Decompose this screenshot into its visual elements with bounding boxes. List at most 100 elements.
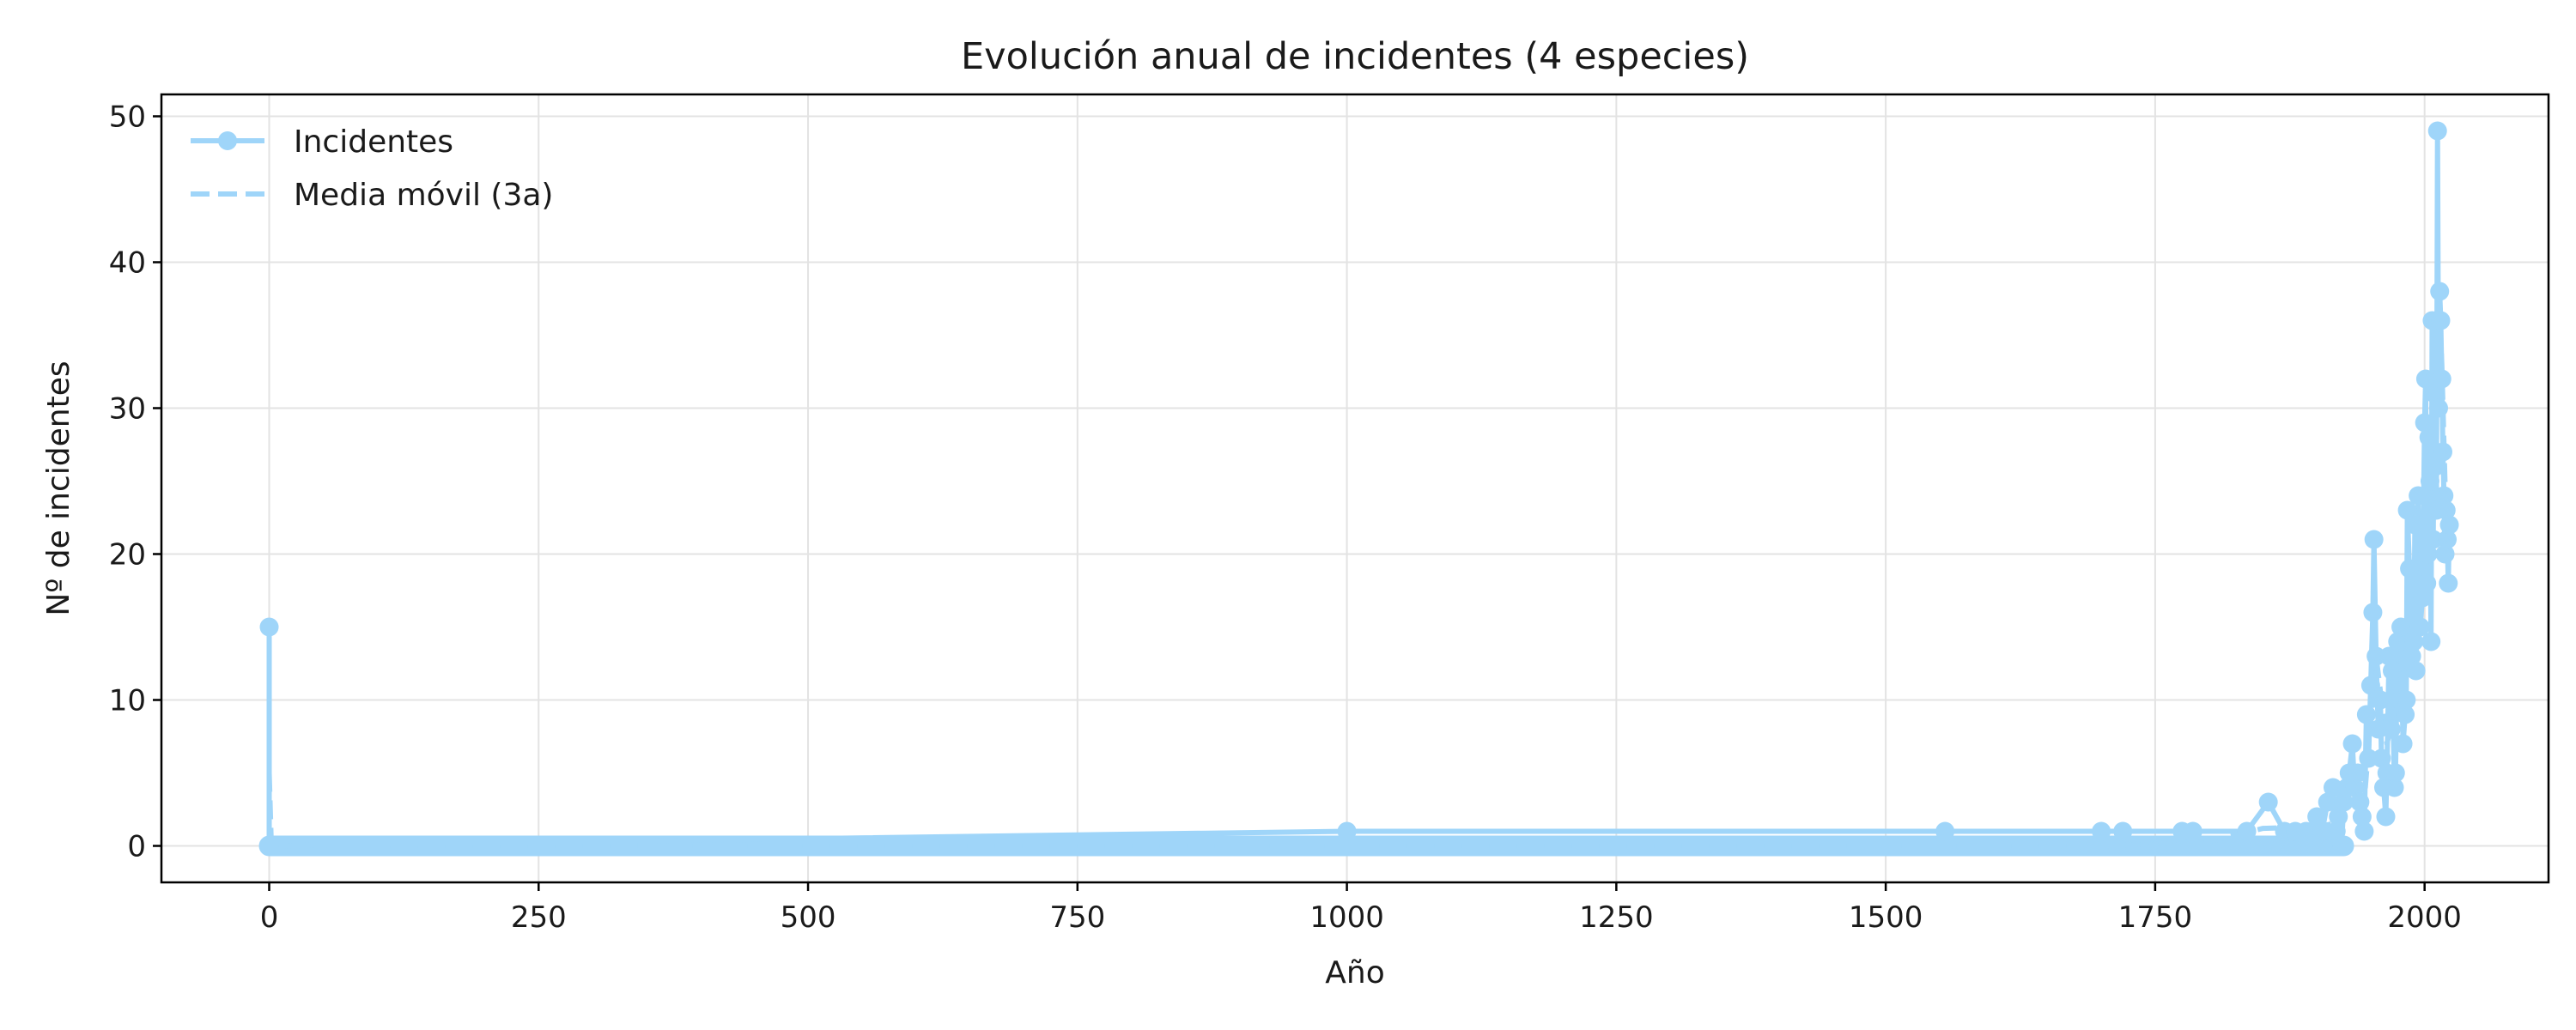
data-point — [2385, 763, 2405, 783]
data-point — [2372, 748, 2391, 768]
series-layer — [258, 121, 2459, 857]
data-point — [2359, 748, 2379, 768]
data-point — [2332, 836, 2352, 856]
data-point — [2432, 369, 2451, 389]
data-point — [2237, 821, 2257, 841]
x-tick-label: 500 — [781, 900, 836, 935]
data-point — [2318, 792, 2337, 812]
x-tick-label: 750 — [1049, 900, 1105, 935]
y-tick-label: 50 — [109, 100, 146, 135]
data-point — [2433, 442, 2453, 462]
data-point — [2312, 821, 2332, 841]
data-point — [2434, 486, 2454, 506]
data-point — [2329, 807, 2348, 827]
data-point — [2258, 792, 2278, 812]
data-point — [2350, 792, 2370, 812]
data-point — [2366, 646, 2386, 666]
y-axis-label: Nº de incidentes — [41, 360, 76, 615]
x-tick-label: 1000 — [1309, 900, 1384, 935]
data-point — [2113, 821, 2133, 841]
y-axis-ticks: 0 10 20 30 40 50 — [109, 100, 161, 864]
data-point — [2409, 486, 2428, 506]
x-tick-label: 0 — [260, 900, 279, 935]
data-point — [2397, 690, 2416, 710]
data-point — [2402, 646, 2421, 666]
series-line-incidentes — [266, 128, 2452, 849]
x-tick-label: 1250 — [1579, 900, 1654, 935]
data-point — [2345, 778, 2365, 797]
data-point — [2092, 821, 2111, 841]
data-point — [259, 836, 279, 856]
data-point — [2360, 676, 2380, 695]
data-point — [2435, 544, 2455, 564]
data-point — [2438, 530, 2458, 549]
data-point — [2376, 807, 2396, 827]
data-point — [2439, 515, 2459, 535]
y-tick-label: 30 — [109, 392, 146, 427]
data-point — [1935, 821, 1955, 841]
data-point — [2352, 807, 2372, 827]
x-axis-label: Año — [1325, 955, 1384, 991]
data-point — [2418, 544, 2438, 564]
data-point — [2323, 778, 2342, 797]
series-line-media-movil — [266, 288, 2452, 849]
data-point — [2424, 384, 2444, 403]
data-point — [2342, 734, 2362, 754]
data-point — [2334, 792, 2354, 812]
data-point — [2183, 821, 2202, 841]
data-point — [2391, 617, 2411, 637]
data-point — [2404, 632, 2424, 651]
data-point — [2405, 515, 2425, 535]
data-point — [2364, 530, 2384, 549]
data-point — [2363, 603, 2383, 622]
legend-marker-incidentes — [218, 131, 237, 150]
data-point — [2371, 690, 2391, 710]
data-point — [2428, 398, 2448, 418]
data-point — [2307, 807, 2327, 827]
data-point — [259, 617, 279, 637]
data-point — [2383, 661, 2403, 681]
legend-label-media-movil: Media móvil (3a) — [294, 178, 553, 213]
data-point — [2356, 705, 2376, 724]
y-tick-label: 10 — [109, 684, 146, 718]
data-point — [2420, 471, 2439, 491]
y-tick-label: 20 — [109, 538, 146, 573]
data-point — [2410, 617, 2430, 637]
data-point — [2393, 734, 2413, 754]
data-point — [2439, 573, 2458, 593]
data-point — [1337, 821, 1357, 841]
data-point — [2426, 457, 2445, 476]
y-tick-label: 40 — [109, 246, 146, 281]
data-point — [2406, 661, 2426, 681]
legend-label-incidentes: Incidentes — [294, 124, 453, 160]
data-point — [2431, 311, 2451, 330]
data-point — [2413, 588, 2433, 608]
data-point — [2396, 705, 2415, 724]
x-tick-label: 1500 — [1849, 900, 1923, 935]
data-point — [2326, 821, 2346, 841]
data-point — [2381, 719, 2401, 739]
data-point — [2427, 121, 2447, 141]
data-point — [2379, 646, 2399, 666]
data-point — [2354, 821, 2374, 841]
data-point — [2430, 282, 2450, 301]
data-point — [2423, 530, 2443, 549]
data-point — [2415, 369, 2435, 389]
x-tick-label: 250 — [511, 900, 567, 935]
plot-frame — [160, 93, 2550, 884]
data-point — [2436, 500, 2456, 520]
data-point — [2385, 778, 2404, 797]
data-point — [2419, 427, 2439, 447]
data-point — [2417, 573, 2437, 593]
data-point — [2388, 632, 2408, 651]
y-tick-label: 0 — [127, 830, 146, 864]
x-tick-label: 1750 — [2118, 900, 2193, 935]
data-point — [2400, 559, 2420, 579]
data-point — [2296, 821, 2316, 841]
x-axis-ticks: 0 250 500 750 1000 1250 1500 1750 2000 — [260, 882, 2462, 935]
data-point — [2397, 500, 2417, 520]
x-tick-label: 2000 — [2387, 900, 2462, 935]
chart-title: Evolución anual de incidentes (4 especie… — [961, 35, 1749, 78]
